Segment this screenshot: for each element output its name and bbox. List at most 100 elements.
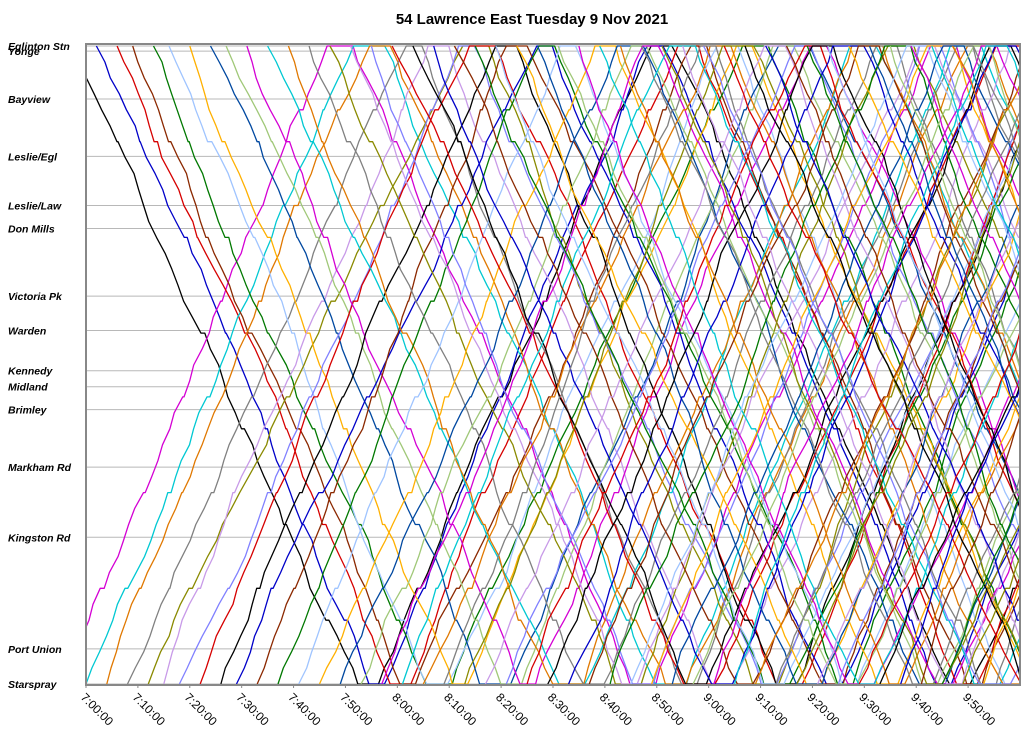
trip-line: [464, 45, 1020, 685]
trip-line: [422, 45, 1020, 685]
trip-line: [588, 45, 1020, 685]
trip-line: [298, 45, 1020, 685]
trip-line: [578, 45, 1020, 685]
x-tick-label: 9:00:00: [701, 690, 739, 728]
trip-line: [433, 45, 1020, 685]
stop-label: Yonge: [8, 46, 40, 58]
x-tick-label: 8:00:00: [389, 690, 427, 728]
trip-line: [256, 45, 1020, 685]
trip-line: [619, 45, 1020, 685]
trip-line: [931, 45, 1020, 260]
trip-line: [941, 492, 1020, 685]
trip-line: [163, 45, 1020, 685]
stop-label: Leslie/Law: [8, 201, 62, 213]
x-tick-label: 7:00:00: [78, 690, 116, 728]
x-tick-label: 9:40:00: [908, 690, 946, 728]
trip-line: [733, 45, 1020, 685]
trip-line: [225, 45, 1020, 685]
stop-label: Don Mills: [8, 223, 55, 235]
trip-line: [702, 45, 1020, 685]
stop-label: Eglinton Stn: [8, 41, 70, 53]
trip-line: [817, 216, 1020, 685]
x-tick-label: 7:10:00: [130, 690, 168, 728]
trip-line: [713, 45, 1020, 685]
trip-lines: [86, 45, 1020, 685]
x-tick-label: 8:20:00: [493, 690, 531, 728]
trip-line: [640, 45, 1020, 685]
trip-line: [443, 45, 1020, 685]
x-tick-label: 8:50:00: [649, 690, 687, 728]
trip-line: [220, 45, 1020, 685]
trip-line: [920, 414, 1020, 685]
stop-label: Midland: [8, 382, 48, 394]
trip-line: [858, 329, 1020, 685]
stop-label: Starspray: [8, 679, 58, 691]
trip-line: [650, 45, 1020, 685]
trip-line: [661, 45, 1020, 685]
x-axis-ticks: 7:00:00 7:10:00 7:20:00 7:30:00 7:40:00 7:50:…: [78, 684, 998, 729]
trip-line: [349, 45, 1020, 685]
trip-line: [599, 45, 1020, 685]
trip-line: [879, 383, 1020, 685]
trip-line: [868, 45, 1020, 411]
trip-line: [412, 45, 1020, 685]
stop-label: Kennedy: [8, 366, 54, 378]
trip-line: [827, 45, 1020, 526]
trip-line: [744, 45, 1020, 679]
trip-line: [95, 45, 1020, 685]
trip-line: [547, 45, 1020, 685]
trip-line: [287, 45, 1020, 685]
trip-line: [189, 45, 1020, 685]
trip-line: [775, 110, 1020, 685]
trip-line: [754, 84, 1020, 685]
trip-line: [951, 45, 1020, 215]
trip-line: [86, 45, 1020, 685]
trip-line: [370, 45, 1020, 685]
trip-line: [557, 45, 1020, 685]
trip-line: [837, 246, 1020, 685]
trip-line: [765, 45, 1020, 623]
trip-line: [132, 45, 1020, 685]
stop-label: Markham Rd: [8, 462, 72, 474]
trip-line: [609, 45, 1020, 685]
stop-label: Leslie/Egl: [8, 151, 58, 163]
stop-label: Kingston Rd: [8, 532, 71, 544]
x-tick-label: 8:40:00: [597, 690, 635, 728]
x-tick-label: 7:20:00: [182, 690, 220, 728]
x-tick-label: 9:50:00: [960, 690, 998, 728]
trip-line: [453, 45, 1020, 685]
trip-line: [567, 45, 1020, 685]
trip-line: [152, 45, 1020, 685]
trip-line: [168, 45, 1020, 685]
stop-label: Victoria Pk: [8, 291, 63, 303]
stop-label: Port Union: [8, 644, 62, 656]
x-tick-label: 9:10:00: [752, 690, 790, 728]
trip-line: [318, 45, 1020, 685]
stop-label: Bayview: [8, 94, 51, 106]
trip-line: [401, 45, 1020, 685]
trip-line: [682, 45, 1020, 685]
trip-line: [796, 138, 1020, 685]
trip-line: [972, 45, 1020, 160]
trip-line: [848, 45, 1020, 421]
trip-line: [723, 45, 1020, 684]
trip-line: [277, 45, 1020, 685]
x-tick-label: 8:10:00: [441, 690, 479, 728]
trip-line: [692, 45, 1020, 685]
chart-title: 54 Lawrence East Tuesday 9 Nov 2021: [396, 11, 668, 28]
trip-line: [962, 553, 1020, 685]
trip-line: [381, 45, 1020, 685]
trip-line: [889, 45, 1020, 371]
stop-label: Brimley: [8, 405, 48, 417]
trip-line: [235, 45, 1020, 685]
trip-line: [209, 45, 1020, 685]
x-tick-label: 9:30:00: [856, 690, 894, 728]
trip-line: [147, 45, 1020, 685]
x-tick-label: 9:20:00: [804, 690, 842, 728]
x-tick-label: 7:40:00: [285, 690, 323, 728]
x-tick-label: 7:50:00: [337, 690, 375, 728]
trip-line: [86, 45, 1020, 685]
trip-line: [339, 45, 1020, 685]
